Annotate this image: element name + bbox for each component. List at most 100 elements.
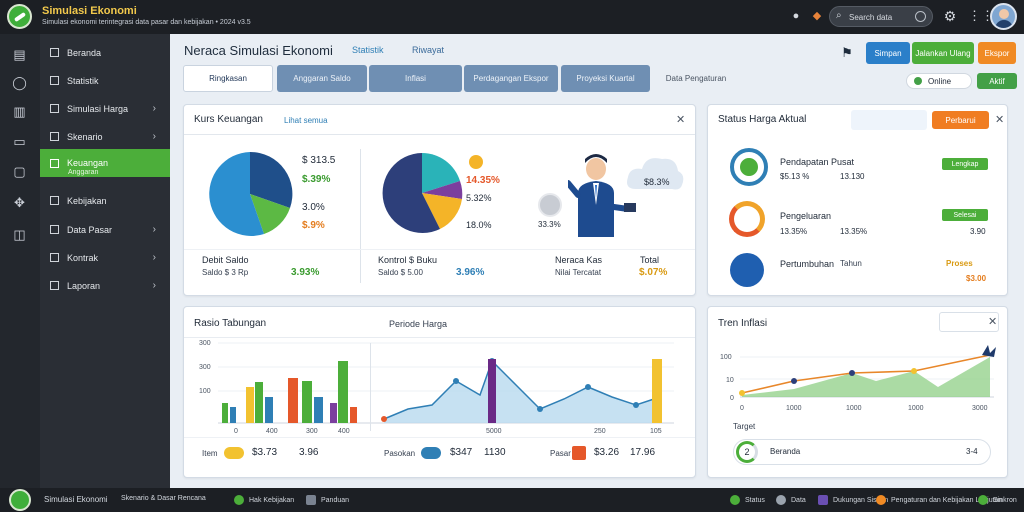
document-icon[interactable]: ▭ (13, 134, 26, 149)
trend-area (742, 357, 990, 397)
finance-view-all-link[interactable]: Lihat semua (284, 116, 328, 125)
header-link-riwayat[interactable]: Riwayat (412, 45, 445, 55)
footer-link-4[interactable]: Status (730, 495, 765, 505)
record-icon[interactable]: ● (792, 10, 800, 22)
pie1-slice-blue (209, 152, 264, 236)
building-icon[interactable]: ▥ (13, 104, 26, 119)
summary-sub-2: Saldo $ 5.00 (378, 268, 423, 277)
legend-value-1: $3.73 (252, 447, 278, 458)
trend-target-label: Target (733, 422, 756, 431)
menu-icon[interactable]: ▤ (13, 47, 26, 62)
icon-rail: ▤ ◯ ▥ ▭ ▢ ✥ ◫ (0, 34, 40, 488)
footer-link-1[interactable]: Skenario & Dasar Rencana (121, 495, 206, 502)
footer-link-3[interactable]: Panduan (306, 495, 349, 505)
growth-card-subtitle: Periode Harga (389, 319, 448, 329)
growth-chart: 300 300 100 0 400 300 400 5000 25 (199, 340, 674, 435)
pie1-slice-green (250, 194, 290, 234)
footer-logo-icon[interactable] (9, 489, 31, 511)
sidebar-item-statistik[interactable]: Statistik (40, 67, 170, 94)
square-icon (50, 76, 59, 85)
app-logo-icon[interactable] (7, 4, 32, 29)
bar (338, 361, 348, 423)
flag-icon[interactable]: ⚑ (841, 45, 853, 60)
tab-data-pengaturan[interactable]: Data Pengaturan (665, 74, 727, 83)
status-dot-icon (914, 77, 922, 85)
legend-value-1b: 3.96 (299, 447, 319, 458)
search-input[interactable] (849, 10, 919, 24)
pie2-slice-teal (422, 153, 460, 193)
footer-link-8[interactable]: Sinkron (978, 495, 1017, 505)
puzzle-icon[interactable]: ✥ (14, 195, 25, 210)
footer-link-5[interactable]: Data (776, 495, 806, 505)
bar (255, 382, 263, 423)
status-row3-mid: Tahun (840, 259, 862, 268)
sidebar-item-simulasi-harga[interactable]: Simulasi Harga › (40, 95, 170, 122)
sidebar-item-data-pasar[interactable]: Data Pasar › (40, 216, 170, 243)
avatar[interactable] (990, 3, 1017, 30)
x-tick-label: 1000 (846, 405, 862, 412)
footer-link-2[interactable]: Hak Kebijakan (234, 495, 294, 505)
search-icon: ⌕ (836, 10, 842, 21)
search-box[interactable]: ⌕ (829, 6, 933, 27)
export-button[interactable]: Ekspor (978, 42, 1016, 64)
footer-link-7[interactable]: Pengaturan dan Kebijakan Lanjutan (876, 495, 1002, 505)
footer-link-6[interactable]: Dukungan Sistem (818, 495, 888, 505)
sidebar-item-kebijakan[interactable]: Kebijakan (40, 187, 170, 214)
legend-label-1: Item (202, 449, 218, 458)
sidebar-item-keuangan[interactable]: Keuangan Anggaran (40, 149, 170, 177)
coin-stack-icon (538, 193, 562, 217)
status-row3-badge: Proses (946, 259, 973, 268)
tab-inflasi[interactable]: Inflasi (369, 65, 462, 92)
square-icon (50, 132, 59, 141)
chat-icon[interactable]: ◯ (12, 75, 27, 90)
sidebar-item-beranda[interactable]: Beranda (40, 39, 170, 66)
header-link-statistik[interactable]: Statistik (352, 45, 384, 55)
pie2-value-1: 14.35% (466, 175, 500, 186)
close-icon[interactable]: ✕ (988, 316, 998, 328)
save-button[interactable]: Simpan (866, 42, 910, 64)
x-tick-label: 400 (338, 428, 350, 435)
summary-label-4: Total (640, 255, 660, 265)
gear-icon[interactable]: ⚙ (943, 8, 957, 24)
card-divider (184, 337, 695, 338)
status-filter-field[interactable] (851, 110, 927, 130)
finance-card-title: Kurs Keuangan (194, 114, 263, 125)
status-row2-value: 3.90 (970, 227, 986, 236)
pie-chart-2 (382, 153, 463, 233)
close-icon[interactable]: ✕ (676, 114, 686, 126)
sidebar-item-skenario[interactable]: Skenario › (40, 123, 170, 150)
footer-brand: Simulasi Ekonomi (44, 495, 108, 504)
sidebar-item-kontrak[interactable]: Kontrak › (40, 244, 170, 271)
update-button[interactable]: Perbarui (932, 111, 989, 129)
x-tick-label: 105 (650, 428, 662, 435)
growth-divider (370, 343, 371, 431)
rerun-button[interactable]: Jalankan Ulang (912, 42, 974, 64)
status-dot-icon (730, 495, 740, 505)
clear-search-icon[interactable] (915, 11, 926, 22)
shield-icon[interactable]: ◆ (812, 10, 822, 22)
tab-perdagangan[interactable]: Perdagangan Ekspor (464, 65, 558, 92)
close-icon[interactable]: ✕ (995, 114, 1005, 126)
cloud-value: $8.3% (644, 177, 670, 187)
y-tick-label: 300 (199, 340, 211, 347)
point (537, 406, 543, 412)
summary-sub-1: Saldo $ 3 Rp (202, 268, 249, 277)
active-badge: Aktif (977, 73, 1017, 89)
tab-ringkasan[interactable]: Ringkasan (183, 65, 273, 92)
status-row2-badge: Selesai (942, 209, 988, 221)
trend-progress-bar[interactable]: 2 Beranda 3-4 (733, 439, 991, 465)
wallet-icon[interactable]: ▢ (13, 164, 26, 179)
x-tick-label: 1000 (908, 405, 924, 412)
card-divider (184, 134, 695, 135)
y-tick-label: 300 (199, 364, 211, 371)
sidebar-item-laporan[interactable]: Laporan › (40, 272, 170, 299)
point (453, 378, 459, 384)
y-tick-label: 100 (720, 354, 732, 361)
point (381, 416, 387, 422)
apps-grid-icon[interactable]: ⋮⋮ (968, 8, 994, 23)
pie1-value-1: $ 313.5 (302, 155, 336, 166)
report-icon[interactable]: ◫ (13, 227, 26, 242)
tab-anggaran[interactable]: Anggaran Saldo (277, 65, 367, 92)
trend-filter-field[interactable] (939, 312, 999, 332)
tab-proyeksi[interactable]: Proyeksi Kuartal (561, 65, 650, 92)
